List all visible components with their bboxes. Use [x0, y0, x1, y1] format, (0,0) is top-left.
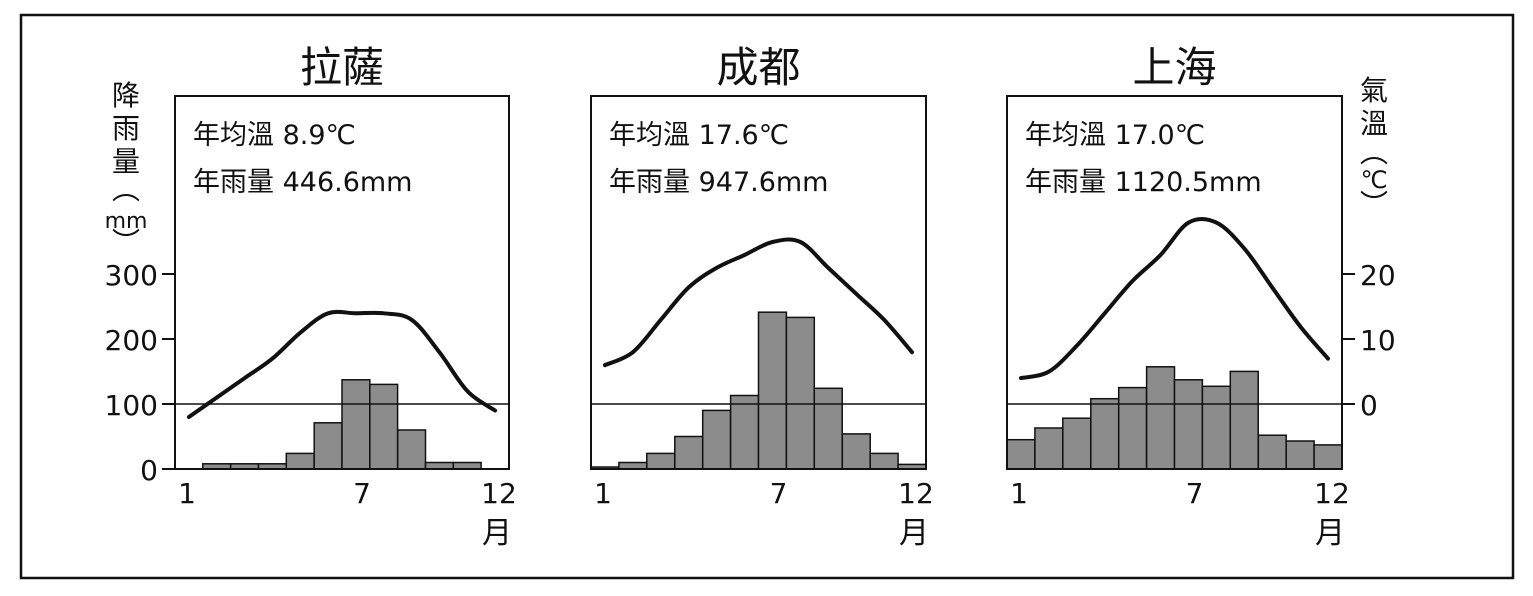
temperature-line — [1018, 216, 1330, 381]
rain-bar — [1062, 417, 1092, 470]
rain-bar — [1034, 427, 1064, 470]
x-axis-unit: 月 — [899, 516, 929, 551]
y-left-label-char: ︵ — [112, 173, 140, 206]
outer-frame — [19, 13, 1515, 580]
rain-bar — [1313, 444, 1343, 470]
rain-bar — [1117, 386, 1148, 470]
chart-title: 拉薩 — [300, 43, 384, 92]
plot-frame — [1006, 95, 1343, 470]
y-right-label-char: ︵ — [1360, 136, 1388, 169]
x-tick-label: 7 — [770, 477, 788, 510]
rain-bar — [1285, 440, 1315, 470]
y-right-tick-label: 0 — [1360, 389, 1378, 422]
x-tick-label: 12 — [1314, 477, 1350, 510]
rain-bar — [785, 316, 816, 470]
y-right-label-char: ︶ — [1360, 188, 1388, 221]
rain-bar — [313, 422, 343, 470]
rain-bar — [1173, 379, 1204, 470]
y-left-tick-label: 200 — [105, 324, 158, 357]
temperature-line — [602, 237, 914, 368]
plot-frame — [590, 95, 927, 470]
rain-bar — [1145, 366, 1176, 470]
rain-bar — [1090, 397, 1120, 470]
rain-bar — [396, 429, 427, 470]
plot-frame — [174, 95, 510, 470]
rain-bar — [841, 433, 871, 470]
y-right-label-char: ℃ — [1361, 166, 1388, 194]
y-left-label-char: ︶ — [112, 226, 140, 259]
rain-bar — [1229, 370, 1259, 470]
y-left-label-char: 降 — [112, 79, 140, 112]
annual-rainfall-label: 年雨量 947.6mm — [609, 167, 828, 198]
rain-bar — [729, 394, 760, 470]
x-tick-label: 12 — [898, 477, 934, 510]
rain-bar — [1257, 434, 1287, 470]
x-tick-label: 1 — [1010, 477, 1028, 510]
rain-bar — [1006, 438, 1036, 470]
rain-bar — [369, 383, 399, 470]
rain-bar — [341, 379, 371, 470]
y-left-label-char: 量 — [112, 145, 140, 178]
rain-bar — [869, 452, 899, 470]
y-left-tick-label: 300 — [105, 259, 158, 292]
chart-title: 成都 — [716, 43, 800, 92]
x-tick-label: 1 — [594, 477, 612, 510]
y-right-label-char: 氣 — [1360, 74, 1388, 107]
y-left-label-char: 雨 — [112, 112, 140, 145]
chart-title: 上海 — [1132, 43, 1216, 92]
y-axis-left-label: 降 雨 量 ︵ mm ︶ — [105, 79, 148, 259]
x-tick-label: 1 — [178, 477, 196, 510]
x-axis-unit: 月 — [1315, 516, 1345, 551]
rain-bar — [813, 387, 843, 470]
rain-bar — [1201, 385, 1232, 470]
rain-bar — [757, 311, 788, 470]
annual-temperature-label: 年均溫 17.6℃ — [609, 120, 789, 151]
annual-temperature-label: 年均溫 8.9℃ — [193, 120, 356, 151]
rain-bar — [646, 452, 676, 470]
y-right-tick-label: 10 — [1360, 324, 1396, 357]
annual-rainfall-label: 年雨量 1120.5mm — [1025, 167, 1262, 198]
temperature-line — [186, 309, 498, 419]
y-axis-right-label: 氣 溫 ︵ ℃ ︶ — [1360, 74, 1388, 221]
annual-temperature-label: 年均溫 17.0℃ — [1025, 120, 1205, 151]
x-tick-label: 7 — [353, 477, 371, 510]
x-axis-unit: 月 — [482, 516, 512, 551]
y-right-tick-label: 20 — [1360, 259, 1396, 292]
rain-bar — [285, 452, 315, 470]
y-left-tick-label: 0 — [140, 454, 158, 487]
x-tick-label: 12 — [481, 477, 517, 510]
y-left-label-char: mm — [105, 209, 148, 234]
annual-rainfall-label: 年雨量 446.6mm — [193, 167, 412, 198]
rain-bar — [674, 435, 704, 470]
rain-bar — [701, 409, 732, 470]
y-left-tick-label: 100 — [105, 389, 158, 422]
x-tick-label: 7 — [1186, 477, 1204, 510]
y-right-label-char: 溫 — [1360, 107, 1388, 140]
